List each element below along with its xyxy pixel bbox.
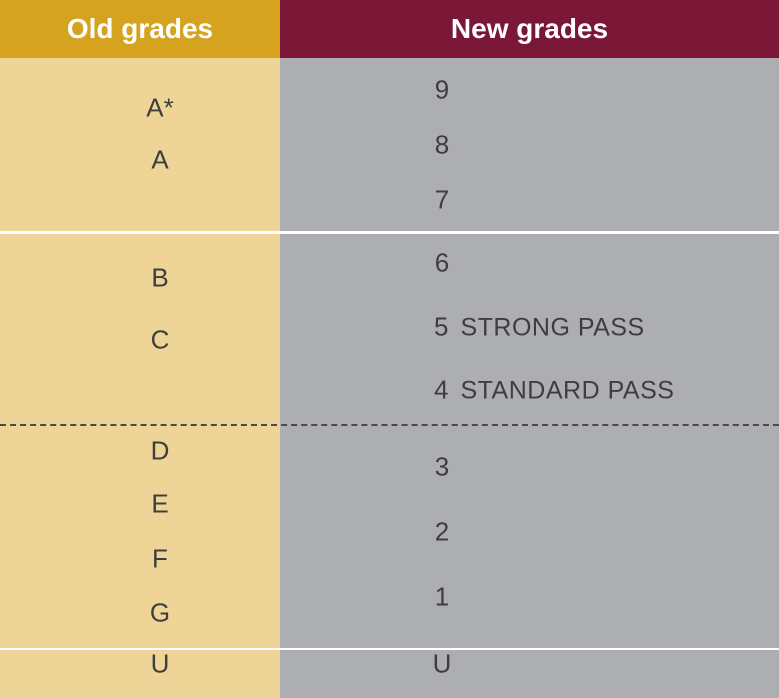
- old-grade-label: G: [150, 598, 170, 628]
- old-grade-label: B: [151, 263, 168, 293]
- new-grade-cell: 3: [435, 452, 449, 483]
- old-grade-label: A*: [146, 93, 173, 123]
- new-grade-cell: 6: [435, 248, 449, 279]
- new-grade-label: 4: [434, 375, 448, 405]
- grades-comparison-table: Old gradesNew gradesA*ABCDEFGU98765STRON…: [0, 0, 779, 698]
- old-grade-label: U: [151, 649, 170, 679]
- new-grade-label: 5: [434, 312, 448, 342]
- old-grade-cell: C: [151, 325, 170, 356]
- old-grade-label: F: [152, 544, 168, 574]
- old-grade-label: C: [151, 325, 170, 355]
- new-grade-cell: 2: [435, 517, 449, 548]
- old-grade-cell: E: [151, 489, 168, 520]
- new-grade-label: U: [433, 649, 452, 679]
- new-grade-cell: 9: [435, 75, 449, 106]
- new-grade-annotation: STRONG PASS: [460, 314, 644, 342]
- old-grade-cell: A*: [146, 93, 173, 124]
- new-grades-header: New grades: [280, 0, 779, 58]
- new-grade-label: 7: [435, 185, 449, 215]
- new-grade-label: 3: [435, 452, 449, 482]
- old-grade-label: D: [151, 436, 170, 466]
- new-grade-label: 6: [435, 248, 449, 278]
- new-grade-cell: 8: [435, 130, 449, 161]
- new-grade-annotation: STANDARD PASS: [460, 377, 674, 405]
- old-grade-cell: F: [152, 544, 168, 575]
- new-grade-cell: 4 STANDARD PASS: [434, 375, 674, 406]
- divider-0: [0, 231, 779, 234]
- new-grade-label: 9: [435, 75, 449, 105]
- old-grade-cell: A: [151, 145, 168, 176]
- old-grades-header: Old grades: [0, 0, 280, 58]
- old-grade-cell: U: [151, 649, 170, 680]
- new-grade-label: 8: [435, 130, 449, 160]
- new-grade-cell: U: [433, 649, 452, 680]
- new-grade-label: 2: [435, 517, 449, 547]
- old-grade-cell: B: [151, 263, 168, 294]
- old-grade-label: A: [151, 145, 168, 175]
- new-grade-cell: 7: [435, 185, 449, 216]
- divider-1: [0, 424, 779, 426]
- old-grades-body: [0, 58, 280, 698]
- new-grade-cell: 1: [435, 582, 449, 613]
- old-grade-cell: D: [151, 436, 170, 467]
- old-grade-cell: G: [150, 598, 170, 629]
- new-grade-label: 1: [435, 582, 449, 612]
- divider-2: [0, 648, 779, 650]
- old-grade-label: E: [151, 489, 168, 519]
- new-grade-cell: 5 STRONG PASS: [434, 312, 645, 343]
